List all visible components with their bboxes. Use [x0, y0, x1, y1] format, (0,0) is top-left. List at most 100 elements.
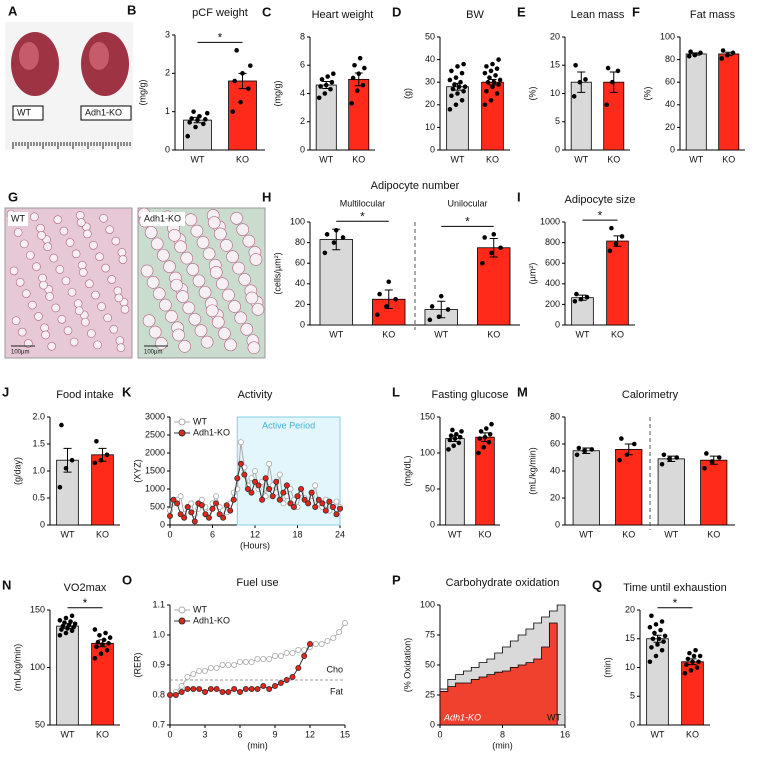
y-axis-label: (RER)	[132, 653, 142, 678]
legend-label: Adh1-KO	[193, 615, 230, 625]
data-point	[662, 633, 668, 639]
marker	[242, 659, 249, 666]
marker	[269, 493, 276, 500]
cell	[200, 335, 214, 349]
marker	[266, 460, 273, 467]
marker	[234, 475, 241, 482]
marker	[336, 629, 343, 636]
cell	[190, 224, 204, 238]
data-point	[659, 647, 665, 653]
data-point	[488, 68, 494, 74]
x-tick-label: WT	[576, 329, 590, 339]
cell	[93, 340, 102, 350]
x-tick-label: KO	[622, 529, 635, 539]
x-tick-label: 0	[167, 529, 172, 539]
legend-label: WT	[193, 604, 207, 614]
marker	[333, 498, 340, 505]
data-point	[453, 102, 459, 108]
cell	[165, 310, 178, 323]
y-tick-label: 100	[30, 662, 45, 672]
x-tick-label: KO	[722, 154, 735, 164]
y-tick-label: 0.9	[152, 659, 165, 669]
cell	[114, 293, 124, 303]
y-tick-label: 20	[295, 299, 305, 309]
x-tick-label: 3	[202, 729, 207, 739]
marker	[287, 500, 294, 507]
cell	[59, 226, 69, 236]
data-point	[481, 444, 486, 450]
cell	[47, 342, 57, 351]
data-point	[476, 450, 481, 456]
y-tick-label: 0	[555, 319, 560, 329]
cell	[97, 302, 106, 311]
cell	[222, 288, 235, 302]
marker	[174, 500, 181, 507]
cell	[115, 336, 125, 345]
cell	[75, 211, 85, 220]
cell	[24, 339, 33, 348]
cell	[73, 299, 83, 308]
marker	[271, 653, 278, 660]
data-point	[459, 70, 465, 76]
cell	[240, 322, 254, 336]
marker	[280, 489, 287, 496]
image-label: Adh1-KO	[85, 107, 122, 117]
data-point	[653, 622, 659, 627]
data-point	[72, 621, 78, 627]
marker	[205, 514, 212, 521]
error-bar	[63, 447, 72, 473]
image-label: WT	[17, 107, 31, 117]
cell	[74, 306, 84, 316]
panel-letter: G	[8, 189, 18, 204]
y-tick-label: 1.0	[32, 465, 45, 475]
data-point	[694, 665, 700, 670]
legend-label: Adh1-KO	[193, 427, 230, 437]
data-point	[246, 86, 251, 91]
marker	[248, 659, 255, 666]
panel-letter: F	[632, 4, 640, 19]
panel-letter: J	[2, 384, 9, 399]
data-point	[455, 64, 460, 69]
marker	[170, 496, 177, 503]
data-point	[446, 447, 451, 452]
cell	[40, 323, 49, 333]
data-point	[649, 645, 654, 650]
bar	[572, 450, 600, 526]
y-tick-label: 0	[300, 319, 305, 329]
marker	[207, 665, 214, 672]
marker	[227, 507, 234, 514]
y-tick-label: 0	[630, 719, 635, 729]
marker	[298, 485, 305, 492]
data-point	[659, 619, 665, 624]
data-point	[652, 630, 657, 636]
cell	[36, 223, 45, 233]
error-bar	[724, 51, 733, 57]
data-point	[604, 102, 609, 108]
cell	[91, 290, 100, 300]
cell	[247, 341, 261, 355]
data-point	[480, 260, 485, 266]
error-bar	[613, 235, 622, 247]
marker	[177, 511, 184, 518]
data-point	[720, 48, 726, 53]
chart-title: Fuel use	[236, 577, 278, 589]
marker	[230, 496, 237, 503]
data-point	[316, 95, 322, 101]
marker	[177, 493, 184, 500]
data-point	[92, 460, 98, 466]
marker	[260, 683, 267, 690]
marker	[251, 467, 258, 474]
cell	[85, 279, 94, 289]
cell	[67, 287, 77, 297]
data-point	[429, 304, 435, 309]
cell	[236, 223, 250, 236]
label-box	[141, 212, 185, 226]
x-tick-label: WT	[61, 729, 75, 739]
cell	[192, 274, 206, 288]
marker	[333, 511, 340, 518]
cell	[61, 276, 71, 286]
x-tick-label: WT	[61, 529, 75, 539]
marker	[266, 686, 273, 693]
y-tick-label: 40	[550, 465, 560, 475]
